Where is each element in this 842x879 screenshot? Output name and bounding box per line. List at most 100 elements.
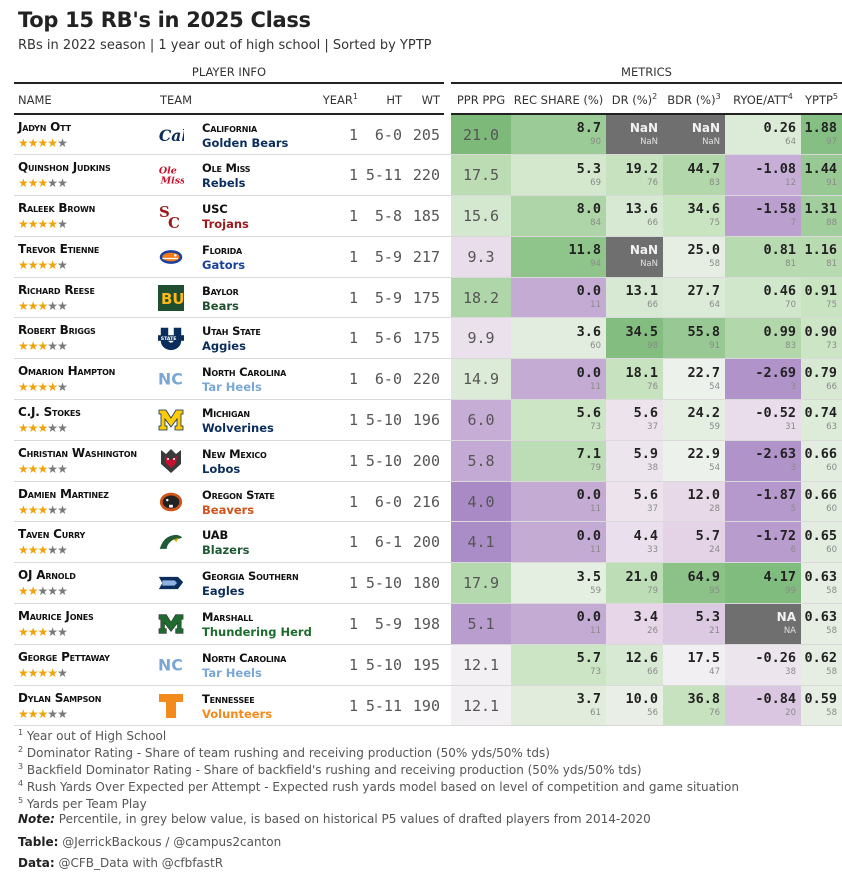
year-value: 1 <box>314 154 362 197</box>
star-icon: ★ <box>37 461 49 476</box>
ppr-ppg-value: 9.9 <box>451 317 511 360</box>
recruit-stars: ★★★★★ <box>18 584 156 598</box>
metric-yptp-cell: 0.91 75 <box>801 277 842 319</box>
team-cell: Tennessee Volunteers <box>156 685 314 727</box>
team-mascot: Wolverines <box>202 421 274 436</box>
weight-value: 216 <box>406 481 444 523</box>
height-value: 5-6 <box>362 317 406 360</box>
metric-dr-percentile: 56 <box>647 708 658 719</box>
metric-dr-value: NaN <box>629 121 658 136</box>
weight-value: 198 <box>406 603 444 645</box>
metric-ryoe-cell: -0.52 31 <box>725 399 801 441</box>
metric-dr-cell: 3.4 26 <box>606 603 663 645</box>
team-school: Ole Miss <box>202 161 251 176</box>
height-value: 5-8 <box>362 195 406 237</box>
metric-yptp-value: 0.65 <box>804 527 837 544</box>
metric-rec-cell: 3.6 60 <box>511 317 606 360</box>
metric-dr-percentile: 26 <box>647 626 658 637</box>
recruit-stars: ★★★★★ <box>18 217 156 231</box>
star-icon: ★ <box>57 420 68 435</box>
team-mascot: Lobos <box>202 461 241 476</box>
metric-rec-cell: 5.7 73 <box>511 644 606 686</box>
metric-bdr-value: 24.2 <box>687 405 720 422</box>
table-row: Robert Briggs ★★★★★ STATE Utah State Aggies 1… <box>14 317 842 360</box>
height-value: 6-0 <box>362 114 406 156</box>
metric-ryoe-percentile: 12 <box>785 177 796 188</box>
metric-bdr-value: NaN <box>691 121 720 136</box>
metric-yptp-percentile: 81 <box>826 259 837 270</box>
metric-bdr-cell: 12.0 28 <box>663 481 725 523</box>
metric-yptp-cell: 0.79 66 <box>801 358 842 401</box>
metric-dr-percentile: 66 <box>647 667 658 678</box>
team-school: Utah State <box>202 324 261 339</box>
height-value: 5-10 <box>362 644 406 686</box>
metric-bdr-cell: 64.9 95 <box>663 562 725 605</box>
ppr-ppg-value: 5.8 <box>451 440 511 482</box>
metric-ryoe-value: 0.81 <box>763 242 796 259</box>
metric-rec-cell: 0.0 11 <box>511 277 606 319</box>
metric-dr-cell: NaN NaN <box>606 114 663 156</box>
recruit-stars: ★★★★★ <box>18 299 156 313</box>
star-icon: ★ <box>27 298 39 313</box>
metric-ryoe-percentile: 6 <box>790 544 796 555</box>
metric-yptp-percentile: 60 <box>826 544 837 555</box>
metric-yptp-percentile: 60 <box>826 463 837 474</box>
metric-yptp-value: 0.74 <box>804 405 837 422</box>
metric-dr-value: 34.5 <box>625 323 658 340</box>
metric-ryoe-cell: 0.99 83 <box>725 317 801 360</box>
recruit-stars: ★★★★★ <box>18 339 156 353</box>
metric-ryoe-cell: -1.08 12 <box>725 154 801 197</box>
gap-cell <box>444 154 451 197</box>
metric-bdr-percentile: 76 <box>709 708 720 719</box>
metric-bdr-percentile: 47 <box>709 667 720 678</box>
metric-dr-value: 18.1 <box>625 364 658 381</box>
metric-ryoe-value: NA <box>776 610 796 625</box>
metric-rec-cell: 3.7 61 <box>511 685 606 727</box>
player-name: Dylan Sampson <box>18 690 102 705</box>
metric-bdr-cell: 17.5 47 <box>663 644 725 686</box>
year-value: 1 <box>314 399 362 441</box>
gap-cell <box>444 195 451 237</box>
metric-yptp-value: 1.88 <box>804 120 837 137</box>
team-mascot: Golden Bears <box>202 136 289 150</box>
team-mascot: Thundering Herd <box>202 625 312 640</box>
star-icon: ★ <box>37 216 49 231</box>
metric-yptp-cell: 0.62 58 <box>801 644 842 686</box>
star-icon: ★ <box>37 380 49 395</box>
metric-ryoe-cell: -1.72 6 <box>725 521 801 564</box>
metric-ryoe-value: 0.46 <box>763 283 796 300</box>
year-value: 1 <box>314 644 362 686</box>
metric-bdr-percentile: 59 <box>709 422 720 433</box>
metric-yptp-cell: 1.88 97 <box>801 114 842 156</box>
metric-rec-percentile: 11 <box>590 626 601 637</box>
height-value: 5-10 <box>362 399 406 441</box>
metric-yptp-percentile: 58 <box>826 708 837 719</box>
footnote-2: 2 Dominator Rating - Share of team rushi… <box>18 745 550 760</box>
metric-ryoe-percentile: 64 <box>785 137 796 148</box>
table-row: Quinshon Judkins ★★★★★ Ole Miss Ole Miss Rebe… <box>14 154 842 197</box>
note-line: Note: Percentile, in grey below value, i… <box>18 812 651 826</box>
metric-bdr-cell: 5.3 21 <box>663 603 725 645</box>
team-school: UAB <box>202 528 229 543</box>
star-icon: ★ <box>27 420 39 435</box>
star-icon: ★ <box>37 420 49 435</box>
team-school: North Carolina <box>202 650 287 665</box>
ppr-ppg-value: 12.1 <box>451 644 511 686</box>
metric-dr-value: 5.6 <box>633 405 658 422</box>
player-name-cell: Trevor Etienne ★★★★★ <box>14 236 156 278</box>
unc-logo: NC <box>158 652 184 678</box>
ppr-ppg-value: 17.9 <box>451 562 511 605</box>
metric-rec-value: 0.0 <box>576 364 601 381</box>
table-row: Dylan Sampson ★★★★★ Tennessee Volunteers 1 5-… <box>14 685 842 727</box>
metric-rec-percentile: 94 <box>590 259 601 270</box>
metric-bdr-percentile: 54 <box>709 463 720 474</box>
metric-dr-cell: 13.6 66 <box>606 195 663 237</box>
star-icon: ★ <box>18 502 29 517</box>
metric-bdr-value: 5.7 <box>695 527 720 544</box>
star-icon: ★ <box>37 665 49 680</box>
team-school: Georgia Southern <box>202 569 299 584</box>
team-school: Marshall <box>202 610 254 625</box>
year-value: 1 <box>314 685 362 727</box>
michigan-logo <box>158 407 184 433</box>
